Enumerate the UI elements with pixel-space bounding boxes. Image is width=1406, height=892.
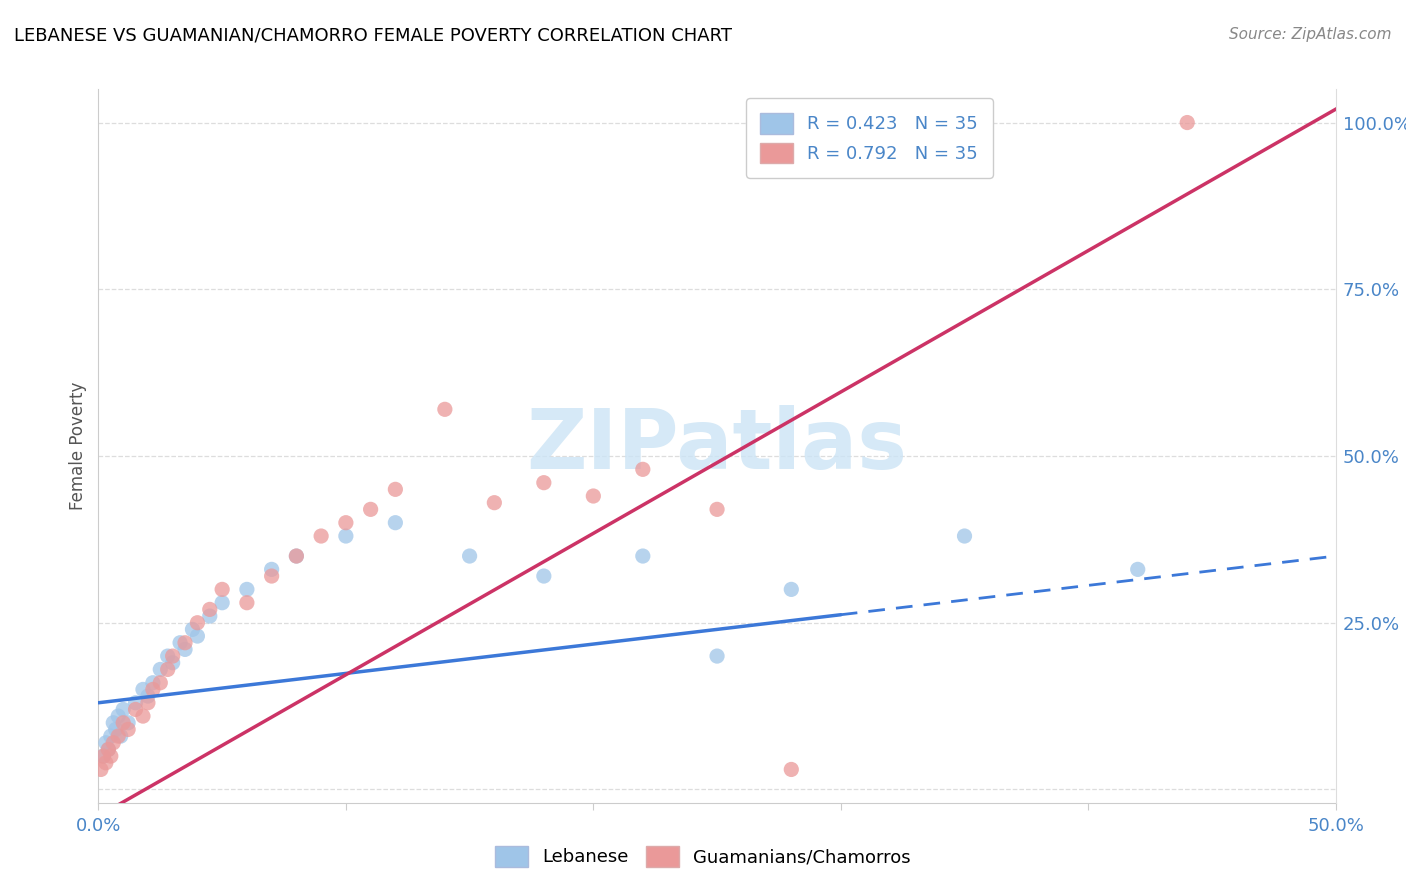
Point bbox=[484, 496, 506, 510]
Text: LEBANESE VS GUAMANIAN/CHAMORRO FEMALE POVERTY CORRELATION CHART: LEBANESE VS GUAMANIAN/CHAMORRO FEMALE PO… bbox=[14, 27, 733, 45]
Point bbox=[103, 736, 125, 750]
Point bbox=[186, 615, 208, 630]
Y-axis label: Female Poverty: Female Poverty bbox=[69, 382, 87, 510]
Point bbox=[433, 402, 456, 417]
Point bbox=[124, 702, 146, 716]
Point bbox=[107, 709, 129, 723]
Point bbox=[162, 649, 184, 664]
Point bbox=[169, 636, 191, 650]
Point bbox=[458, 549, 481, 563]
Point bbox=[285, 549, 308, 563]
Legend: Lebanese, Guamanians/Chamorros: Lebanese, Guamanians/Chamorros bbox=[488, 838, 918, 874]
Point bbox=[107, 729, 129, 743]
Point bbox=[582, 489, 605, 503]
Point bbox=[93, 749, 115, 764]
Point bbox=[103, 715, 125, 730]
Point bbox=[236, 582, 259, 597]
Point bbox=[631, 462, 654, 476]
Point bbox=[142, 682, 165, 697]
Point bbox=[110, 729, 132, 743]
Point bbox=[631, 549, 654, 563]
Point bbox=[136, 689, 159, 703]
Point bbox=[104, 723, 127, 737]
Point bbox=[953, 529, 976, 543]
Point bbox=[335, 516, 357, 530]
Point bbox=[780, 763, 803, 777]
Point bbox=[181, 623, 204, 637]
Point bbox=[384, 516, 406, 530]
Point bbox=[117, 723, 139, 737]
Point bbox=[1126, 562, 1149, 576]
Point bbox=[174, 642, 197, 657]
Point bbox=[100, 749, 122, 764]
Point bbox=[186, 629, 208, 643]
Point bbox=[211, 596, 233, 610]
Point bbox=[142, 675, 165, 690]
Point bbox=[136, 696, 159, 710]
Point bbox=[335, 529, 357, 543]
Point bbox=[706, 502, 728, 516]
Point bbox=[112, 715, 135, 730]
Point bbox=[90, 763, 112, 777]
Point bbox=[309, 529, 332, 543]
Point bbox=[384, 483, 406, 497]
Point bbox=[132, 682, 155, 697]
Point bbox=[533, 569, 555, 583]
Point bbox=[156, 649, 179, 664]
Point bbox=[706, 649, 728, 664]
Point bbox=[1175, 115, 1198, 129]
Point bbox=[93, 749, 115, 764]
Point bbox=[112, 702, 135, 716]
Point bbox=[117, 715, 139, 730]
Point bbox=[162, 656, 184, 670]
Point bbox=[94, 736, 117, 750]
Point bbox=[132, 709, 155, 723]
Point bbox=[260, 569, 283, 583]
Point bbox=[97, 742, 120, 756]
Point bbox=[174, 636, 197, 650]
Text: ZIPatlas: ZIPatlas bbox=[527, 406, 907, 486]
Point bbox=[149, 675, 172, 690]
Point bbox=[94, 756, 117, 770]
Point bbox=[100, 729, 122, 743]
Point bbox=[360, 502, 382, 516]
Point bbox=[156, 662, 179, 676]
Legend: R = 0.423   N = 35, R = 0.792   N = 35: R = 0.423 N = 35, R = 0.792 N = 35 bbox=[747, 98, 993, 178]
Point bbox=[149, 662, 172, 676]
Point bbox=[260, 562, 283, 576]
Point bbox=[198, 609, 221, 624]
Point bbox=[533, 475, 555, 490]
Point bbox=[124, 696, 146, 710]
Point bbox=[285, 549, 308, 563]
Point bbox=[97, 742, 120, 756]
Point bbox=[780, 582, 803, 597]
Text: Source: ZipAtlas.com: Source: ZipAtlas.com bbox=[1229, 27, 1392, 42]
Point bbox=[198, 602, 221, 616]
Point bbox=[236, 596, 259, 610]
Point bbox=[211, 582, 233, 597]
